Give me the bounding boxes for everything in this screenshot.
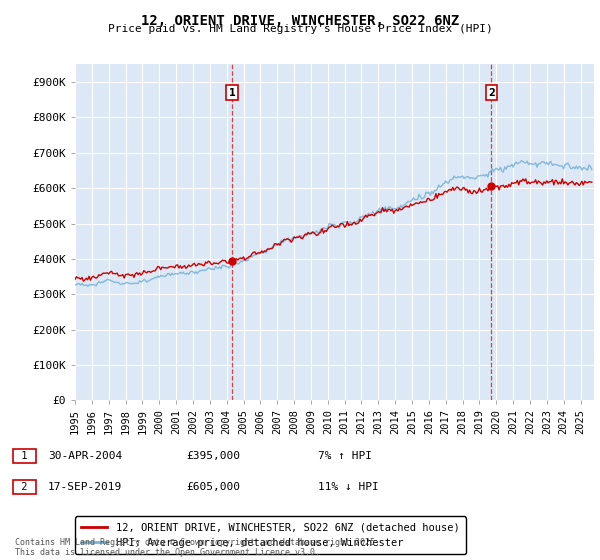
Text: 2: 2 [15,482,34,492]
Text: 12, ORIENT DRIVE, WINCHESTER, SO22 6NZ: 12, ORIENT DRIVE, WINCHESTER, SO22 6NZ [141,14,459,28]
Text: 7% ↑ HPI: 7% ↑ HPI [318,451,372,461]
Text: £605,000: £605,000 [186,482,240,492]
Text: £395,000: £395,000 [186,451,240,461]
Text: 30-APR-2004: 30-APR-2004 [48,451,122,461]
Text: 1: 1 [15,451,34,461]
Text: 17-SEP-2019: 17-SEP-2019 [48,482,122,492]
Text: 1: 1 [229,88,236,97]
Text: 11% ↓ HPI: 11% ↓ HPI [318,482,379,492]
Text: 2: 2 [488,88,495,97]
Text: Contains HM Land Registry data © Crown copyright and database right 2025.
This d: Contains HM Land Registry data © Crown c… [15,538,380,557]
Legend: 12, ORIENT DRIVE, WINCHESTER, SO22 6NZ (detached house), HPI: Average price, det: 12, ORIENT DRIVE, WINCHESTER, SO22 6NZ (… [75,516,466,554]
Text: Price paid vs. HM Land Registry's House Price Index (HPI): Price paid vs. HM Land Registry's House … [107,24,493,34]
